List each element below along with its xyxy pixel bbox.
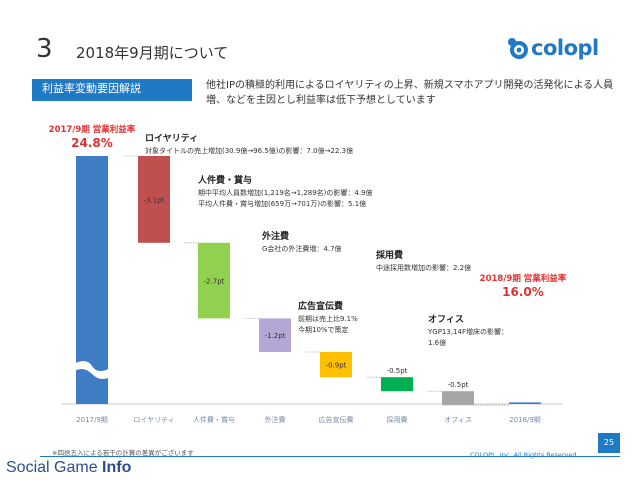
- annotation-note-advertising-2: 今期10%で策定: [298, 325, 349, 334]
- data-label-personnel: -2.7pt: [204, 278, 225, 286]
- bar-outsourcing: [259, 318, 291, 352]
- watermark: Social Game Info: [6, 459, 131, 477]
- watermark-part2: Info: [102, 459, 132, 476]
- annotation-note-office-1: YGP13,14F増床の影響：: [427, 327, 508, 336]
- bar-personnel: [198, 242, 230, 319]
- bar-royalty: [138, 156, 170, 243]
- tick-label-7: オフィス: [444, 416, 472, 424]
- rounding-note: ※四捨五入による若干の計算の差異がございます: [52, 449, 194, 457]
- section-number: 3: [36, 34, 53, 64]
- logo-text: colopl: [531, 36, 599, 60]
- end-value: 16.0%: [502, 285, 544, 299]
- bar-recruiting: [381, 377, 413, 392]
- annotation-note-personnel-1: 期中平均人員数増加(1,219名→1,289名)の影響：4.9億: [198, 188, 373, 197]
- section-underline: [32, 99, 192, 101]
- axis-break-start: [70, 361, 114, 379]
- watermark-part1: Social Game: [6, 459, 103, 476]
- data-label-outsourcing: -1.2pt: [265, 332, 286, 340]
- tick-label-4: 外注費: [265, 415, 286, 424]
- data-label-recruiting: -0.5pt: [387, 367, 408, 375]
- start-title: 2017/9期 営業利益率: [49, 124, 136, 135]
- footer-rule: [40, 456, 620, 457]
- tick-label-6: 採用費: [387, 415, 408, 424]
- annotation-title-advertising: 広告宣伝費: [298, 300, 343, 312]
- annotation-title-recruiting: 採用費: [376, 249, 403, 261]
- annotation-title-outsourcing: 外注費: [261, 230, 289, 242]
- annotation-title-office: オフィス: [428, 314, 464, 325]
- bar-office: [442, 391, 474, 406]
- page-number: 25: [598, 433, 620, 453]
- tick-label-5: 広告宣伝費: [319, 415, 354, 424]
- tick-label-3: 人件費・賞与: [193, 415, 235, 424]
- data-label-advertising: -0.9pt: [326, 362, 347, 370]
- axis-break-end: [503, 361, 547, 379]
- end-title: 2018/9期 営業利益率: [480, 273, 567, 284]
- annotation-title-royalty: ロイヤリティ: [145, 133, 198, 144]
- data-label-office: -0.5pt: [448, 381, 469, 389]
- bar-end: [509, 402, 541, 404]
- annotation-note-royalty-1: 対象タイトルの売上増加(30.9億→96.5億)の影響：7.0億→22.3億: [145, 146, 353, 155]
- annotation-note-personnel-2: 平均人件費・賞与増加(659万→701万)の影響：5.1億: [198, 199, 366, 208]
- tick-label-8: 2018/9期: [509, 416, 541, 424]
- data-label-royalty: -3.1pt: [144, 196, 165, 204]
- annotation-note-recruiting-1: 中途採用数増加の影響：2.2億: [376, 263, 471, 272]
- page-title: 2018年9月期について: [76, 44, 229, 62]
- tick-label-2: ロイヤリティ: [133, 416, 174, 424]
- annotation-note-office-2: 1.6億: [428, 338, 446, 347]
- colopl-bear-icon: [508, 38, 528, 59]
- tick-label-1: 2017/9期: [76, 416, 108, 424]
- bar-advertising: [320, 352, 352, 378]
- annotation-title-personnel: 人件費・賞与: [197, 174, 252, 186]
- annotation-note-advertising-1: 前期は売上比9.1%: [298, 314, 358, 323]
- annotation-note-outsourcing-1: G会社の外注費増：4.7億: [262, 244, 342, 253]
- copyright: COLOPL, Inc. All Rights Reserved.: [470, 451, 579, 459]
- description: 他社IPの積極的利用によるロイヤリティの上昇、新規スマホアプリ開発の活発化による…: [206, 80, 614, 106]
- colopl-logo: colopl: [505, 36, 615, 66]
- section-label: 利益率変動要因解説: [32, 79, 192, 99]
- start-value: 24.8%: [71, 136, 113, 150]
